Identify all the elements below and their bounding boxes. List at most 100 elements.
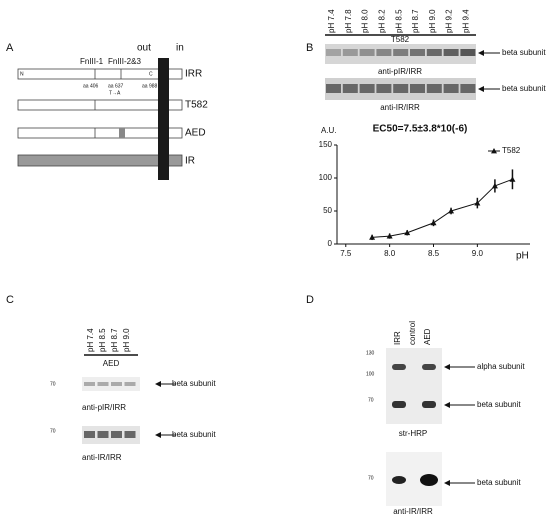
band [443, 49, 459, 56]
y-axis-label: A.U. [321, 126, 337, 135]
construct-name: T582 [185, 100, 208, 111]
band [359, 84, 375, 93]
y-tick-label: 0 [328, 239, 333, 248]
panel-label: C [6, 294, 14, 306]
lane-label: pH 8.5 [394, 9, 403, 33]
antibody: str-HRP [399, 429, 427, 438]
band [460, 49, 476, 56]
band [84, 382, 95, 386]
band-label: beta subunit [477, 400, 521, 409]
band [111, 382, 122, 386]
mw-marker: 70 [50, 381, 56, 387]
y-tick-label: 50 [323, 206, 332, 215]
domain-label: FnIII-1 [80, 57, 104, 66]
band [426, 49, 442, 56]
out-label: out [137, 43, 151, 54]
lane-label: pH 8.2 [378, 9, 387, 33]
band-label: alpha subunit [477, 362, 525, 371]
lane-label: pH 9.0 [428, 9, 437, 33]
band [422, 401, 436, 408]
construct-name: IRR [185, 69, 202, 80]
x-tick-label: 9.0 [472, 249, 484, 258]
membrane [158, 58, 169, 180]
mw-marker: 100 [366, 371, 375, 377]
band-label: beta subunit [172, 379, 216, 388]
antibody: anti-pIR/IRR [378, 67, 422, 76]
band [443, 84, 459, 93]
band [376, 49, 392, 56]
residue: aa 406 [83, 83, 99, 89]
band [410, 84, 425, 93]
construct-bar [17, 99, 183, 111]
band [460, 84, 476, 93]
legend-label: T582 [502, 146, 521, 155]
construct-bar [17, 68, 183, 80]
lane-label: pH 7.4 [86, 328, 95, 352]
construct-bar [17, 154, 183, 167]
mw-marker: 70 [50, 428, 56, 434]
data-point [404, 229, 411, 236]
lane-label: pH 9.2 [445, 9, 454, 33]
panel-label: D [306, 294, 314, 306]
lane-label: AED [423, 328, 432, 345]
x-tick-label: 8.0 [384, 249, 396, 258]
x-axis-label: pH [516, 251, 529, 262]
data-point [448, 208, 455, 214]
terminal: N [20, 71, 24, 77]
band [124, 382, 136, 386]
in-label: in [176, 43, 184, 54]
domain-label: FnIII-2&3 [108, 57, 141, 66]
panel-label: B [306, 42, 313, 54]
band [342, 49, 358, 56]
lane-label: pH 8.0 [361, 9, 370, 33]
band [97, 382, 109, 386]
band [124, 431, 136, 438]
band [392, 364, 406, 370]
band [97, 431, 109, 438]
band [426, 84, 442, 93]
terminal: C [149, 71, 153, 77]
data-point [369, 234, 376, 240]
antibody: anti-IR/IRR [393, 507, 433, 516]
construct-bar [17, 127, 183, 139]
band [422, 364, 436, 370]
legend-marker [491, 148, 497, 154]
mw-marker: 70 [368, 397, 374, 403]
band [84, 431, 95, 438]
data-line [372, 178, 513, 238]
lane-label: pH 9.0 [122, 328, 131, 352]
data-point [430, 219, 437, 226]
antibody: anti-IR/IRR [380, 103, 420, 112]
antibody: anti-IR/IRR [82, 453, 122, 462]
residue: aa 988 [142, 83, 158, 89]
lane-label: pH 9.4 [462, 9, 471, 33]
antibody: anti-pIR/IRR [82, 403, 126, 412]
lane-label: pH 8.7 [110, 328, 119, 352]
construct-name: IR [185, 156, 195, 167]
construct: AED [103, 359, 120, 368]
band [393, 84, 409, 93]
band [420, 474, 438, 486]
band [392, 401, 406, 408]
data-point [509, 176, 516, 182]
x-tick-label: 8.5 [428, 249, 440, 258]
y-tick-label: 100 [319, 173, 333, 182]
construct: T582 [391, 35, 410, 44]
band [376, 84, 392, 93]
mutation: T→A [109, 90, 121, 96]
y-tick-label: 150 [319, 140, 333, 149]
lane-label: control [408, 321, 417, 345]
mw-marker: 130 [366, 350, 375, 356]
band [326, 84, 341, 93]
band-label: beta subunit [477, 478, 521, 487]
band-label: beta subunit [502, 48, 546, 57]
band-label: beta subunit [172, 430, 216, 439]
chart-title: EC50=7.5±3.8*10(-6) [373, 124, 468, 135]
mutation-box [119, 128, 125, 138]
lane-label: IRR [393, 331, 402, 345]
band [359, 49, 375, 56]
band [393, 49, 409, 56]
data-point [386, 233, 393, 239]
panel-label: A [6, 42, 14, 54]
